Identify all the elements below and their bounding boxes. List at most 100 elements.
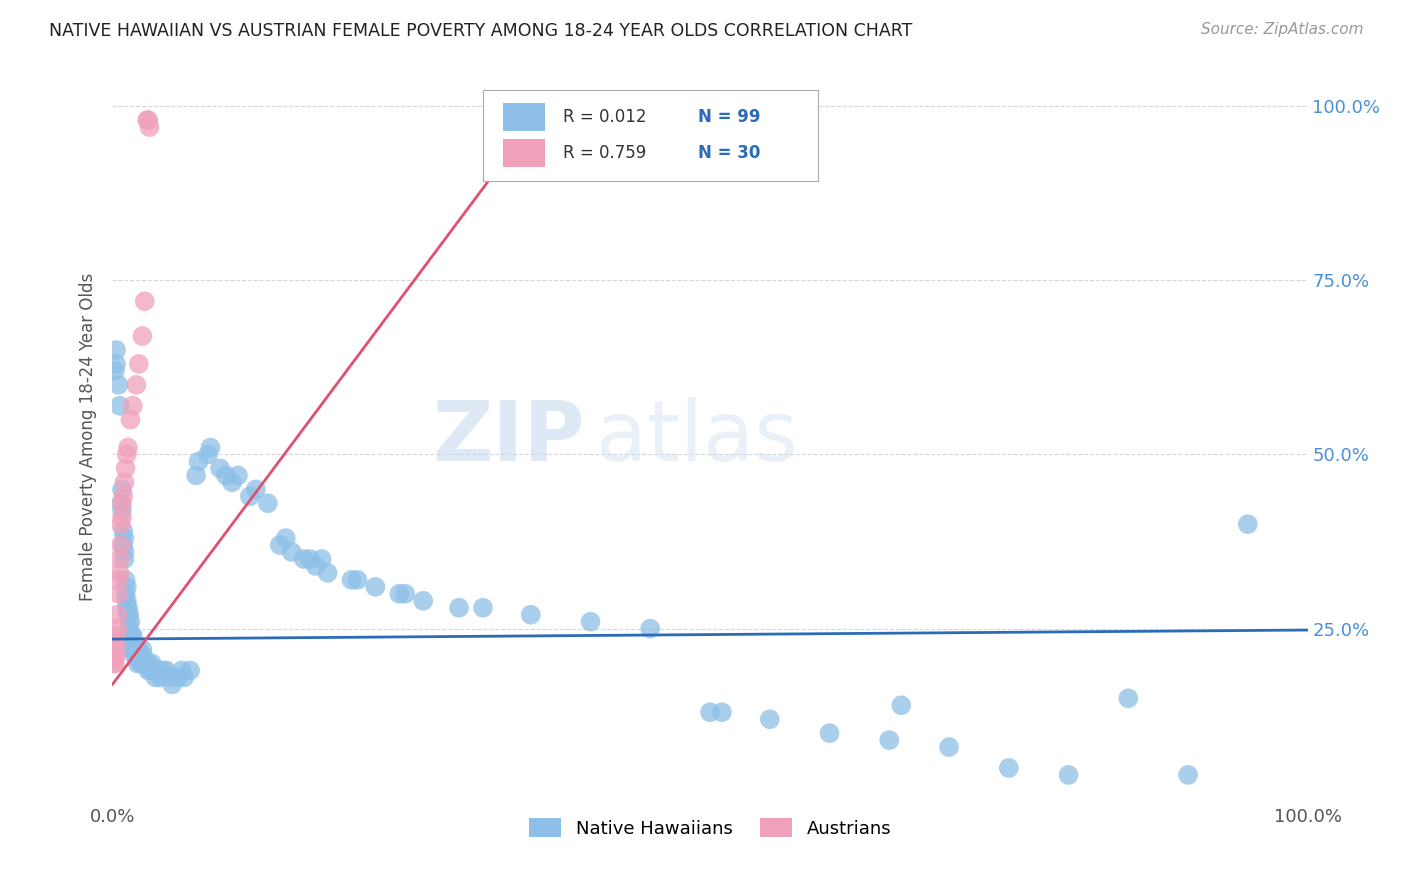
Point [187, 454, 209, 468]
Point [221, 475, 243, 490]
Point [179, 664, 201, 678]
Point [105, 607, 128, 622]
Text: N = 30: N = 30 [699, 145, 761, 162]
Point [118, 607, 141, 622]
Point [105, 629, 128, 643]
Point [110, 517, 132, 532]
Point [209, 461, 232, 475]
Point [200, 441, 222, 455]
Bar [503, 139, 546, 167]
Point [143, 664, 166, 678]
Point [121, 629, 143, 643]
Point [115, 594, 138, 608]
Point [520, 607, 543, 622]
Point [128, 642, 150, 657]
Point [890, 698, 912, 713]
Point [111, 510, 134, 524]
Point [114, 545, 135, 559]
Point [170, 664, 193, 678]
Point [128, 649, 150, 664]
Point [239, 489, 262, 503]
Point [121, 399, 143, 413]
Point [346, 573, 368, 587]
Point [114, 573, 136, 587]
Point [115, 600, 138, 615]
Point [699, 705, 721, 719]
Point [257, 496, 280, 510]
Point [1177, 768, 1199, 782]
Point [108, 552, 131, 566]
Point [125, 377, 148, 392]
Point [998, 761, 1021, 775]
Point [145, 670, 167, 684]
Point [105, 357, 128, 371]
Point [311, 552, 333, 566]
Point [269, 538, 291, 552]
Point [103, 649, 125, 664]
Point [125, 642, 148, 657]
Point [759, 712, 782, 726]
Bar [503, 103, 546, 130]
Text: N = 99: N = 99 [699, 108, 761, 126]
Point [112, 538, 135, 552]
Point [104, 657, 127, 671]
Point [120, 629, 142, 643]
Point [134, 294, 156, 309]
Point [121, 635, 143, 649]
Point [115, 448, 138, 462]
Point [136, 113, 159, 128]
Point [197, 448, 219, 462]
Point [117, 607, 139, 622]
Point [112, 489, 135, 503]
Text: ZIP: ZIP [432, 397, 585, 477]
Point [711, 705, 734, 719]
Point [412, 594, 434, 608]
Point [107, 587, 129, 601]
Point [114, 531, 135, 545]
Point [114, 461, 136, 475]
Point [111, 483, 134, 497]
Point [281, 545, 304, 559]
Point [139, 664, 162, 678]
Point [103, 657, 125, 671]
Point [938, 740, 960, 755]
Point [134, 657, 156, 671]
Point [107, 377, 129, 392]
Point [138, 657, 160, 671]
Point [447, 600, 470, 615]
Point [1237, 517, 1260, 532]
Point [117, 441, 139, 455]
Point [115, 580, 138, 594]
Point [131, 642, 153, 657]
Point [167, 670, 190, 684]
Point [120, 412, 142, 426]
Point [138, 664, 160, 678]
Point [127, 657, 149, 671]
Point [579, 615, 602, 629]
Legend: Native Hawaiians, Austrians: Native Hawaiians, Austrians [522, 811, 898, 845]
Point [149, 670, 172, 684]
Point [128, 357, 150, 371]
Point [152, 664, 174, 678]
Point [186, 468, 208, 483]
Point [141, 657, 163, 671]
Point [117, 600, 139, 615]
Point [155, 664, 177, 678]
Point [120, 615, 142, 629]
Point [226, 468, 249, 483]
Point [122, 642, 145, 657]
Point [105, 343, 128, 357]
Point [274, 531, 297, 545]
Text: atlas: atlas [596, 397, 799, 477]
Point [124, 649, 146, 664]
Point [138, 113, 160, 128]
Point [132, 649, 155, 664]
Point [108, 399, 131, 413]
Point [173, 670, 195, 684]
Point [131, 657, 153, 671]
Point [131, 329, 153, 343]
Point [104, 364, 127, 378]
Point [111, 496, 134, 510]
Y-axis label: Female Poverty Among 18-24 Year Olds: Female Poverty Among 18-24 Year Olds [79, 273, 97, 601]
Point [162, 677, 183, 691]
